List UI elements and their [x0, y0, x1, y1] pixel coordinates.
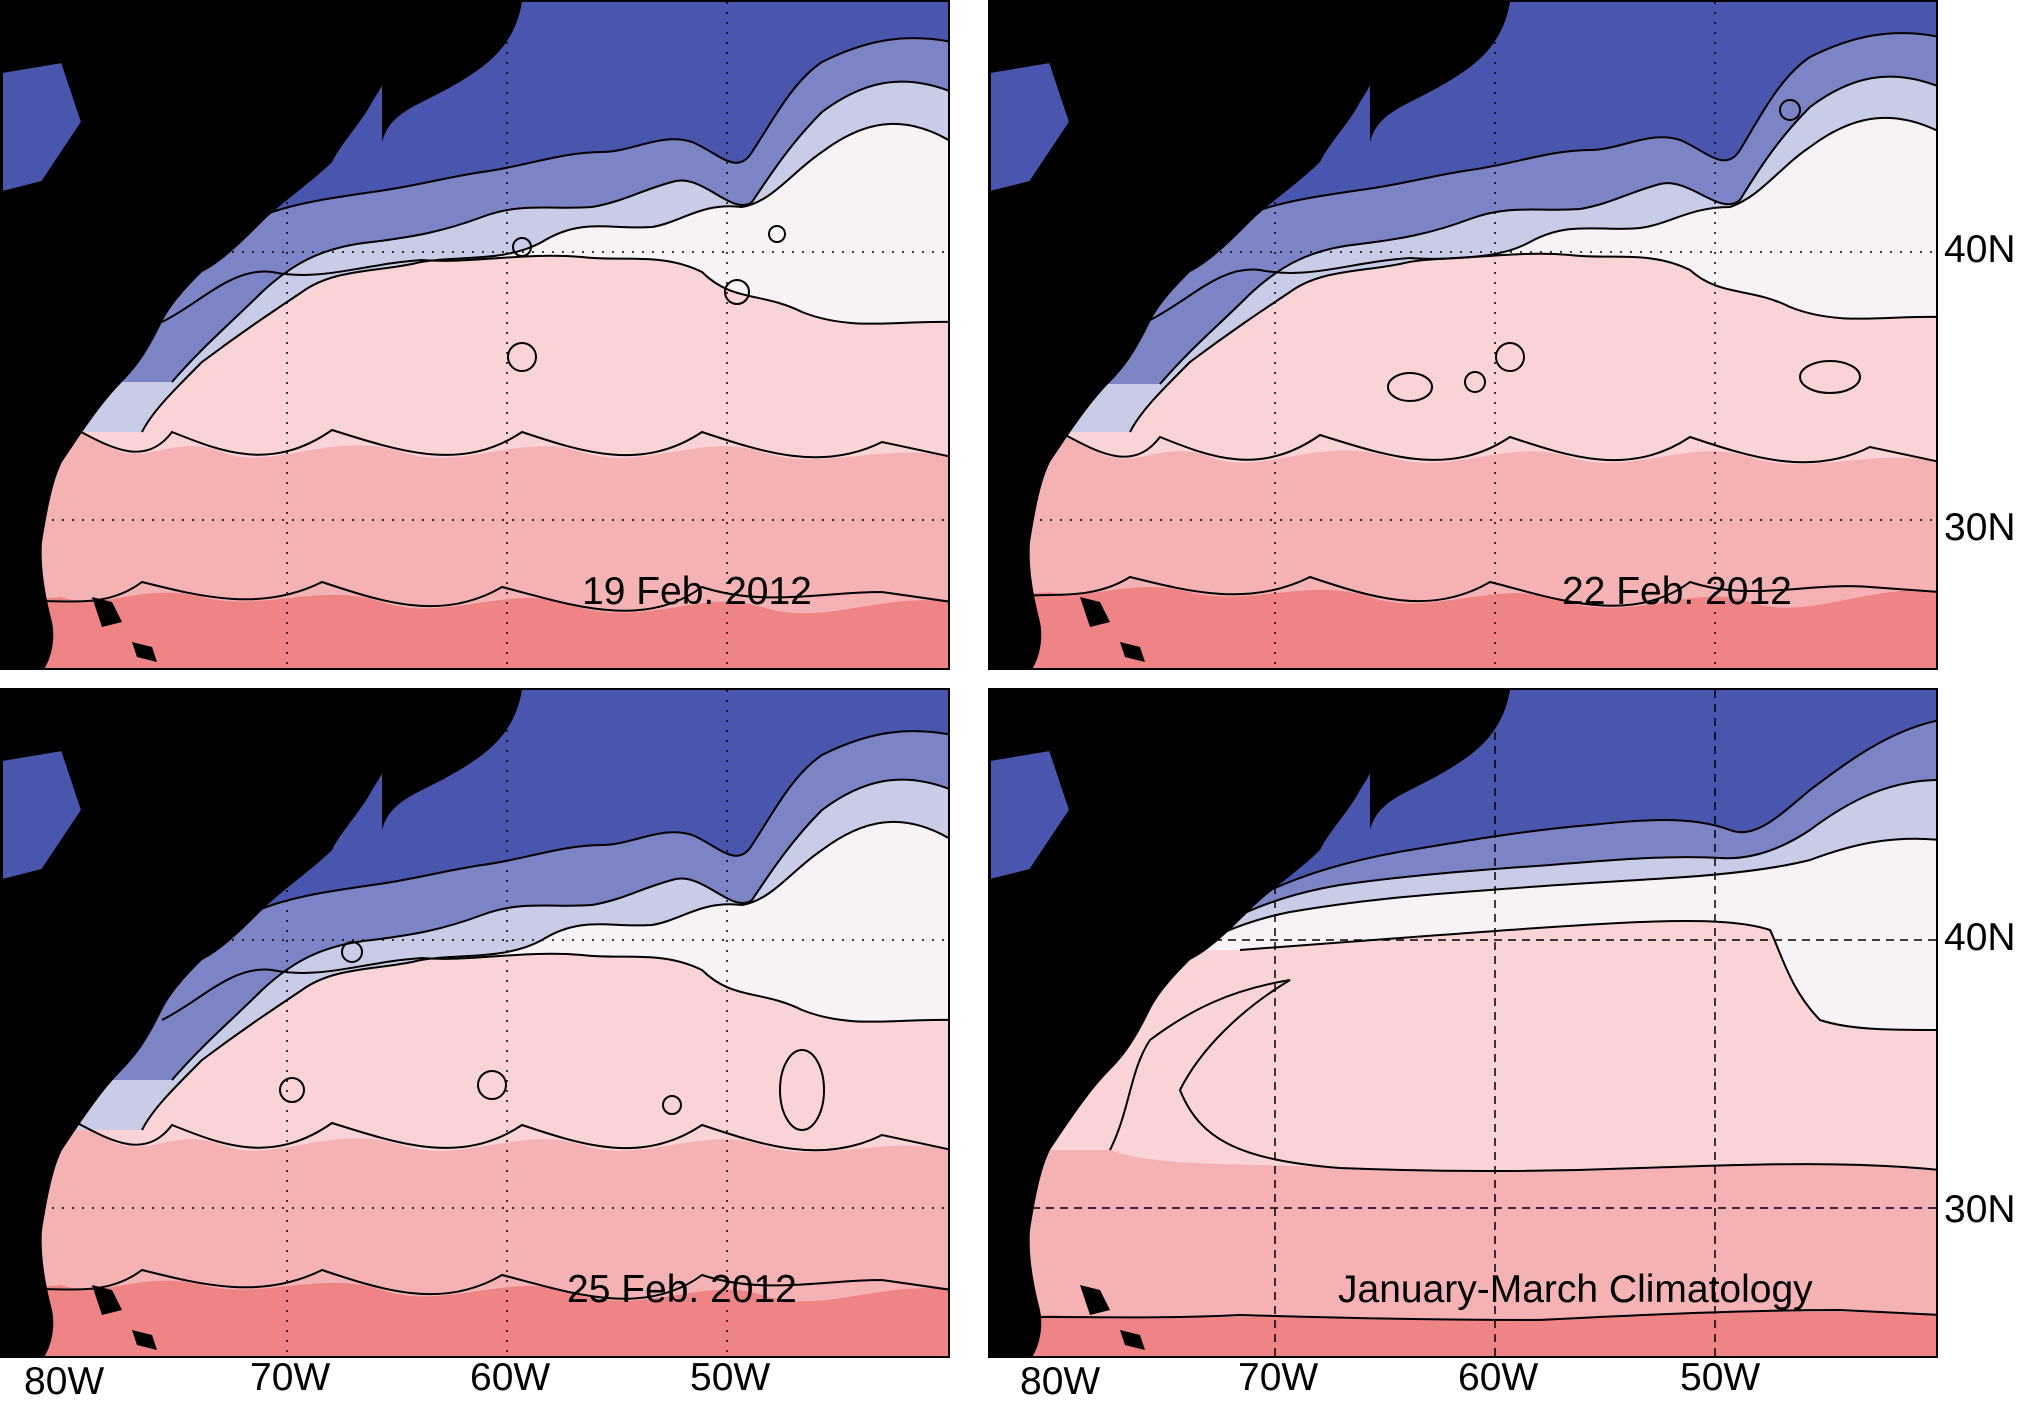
panel-19-feb-2012: 19 Feb. 2012 — [0, 0, 950, 670]
panel-climatology: January-March Climatology — [988, 688, 1938, 1358]
north-america-land — [990, 690, 1400, 1356]
bahamas-land — [1080, 597, 1145, 662]
contour-lines — [2, 730, 948, 1300]
sst-map-25-feb — [2, 690, 948, 1356]
lat-tick-40n-bottom: 40N — [1944, 916, 2016, 959]
canada-land — [1370, 2, 1510, 142]
north-america-land — [990, 2, 1400, 668]
canada-land — [1370, 690, 1510, 830]
panel-date-label: 25 Feb. 2012 — [567, 1268, 797, 1311]
panel-date-label: January-March Climatology — [1338, 1268, 1813, 1311]
bahamas-land — [1080, 1285, 1145, 1350]
lon-tick-70w-left: 70W — [250, 1356, 331, 1399]
bahamas-land — [92, 1285, 157, 1350]
bahamas-land — [92, 597, 157, 662]
contour-lines — [990, 719, 1936, 1322]
lon-tick-80w-right: 80W — [1020, 1360, 1101, 1403]
lon-tick-80w-left: 80W — [24, 1360, 105, 1403]
panel-date-label: 19 Feb. 2012 — [582, 570, 812, 613]
north-america-land — [2, 2, 412, 668]
lat-tick-40n-top: 40N — [1944, 228, 2016, 271]
lon-tick-50w-right: 50W — [1680, 1356, 1761, 1399]
canada-land — [382, 690, 522, 830]
panel-25-feb-2012: 25 Feb. 2012 — [0, 688, 950, 1358]
island-land — [2, 60, 84, 194]
contour-lines — [990, 32, 1936, 607]
island-land — [990, 748, 1072, 882]
sst-map-climatology — [990, 690, 1936, 1356]
lat-tick-30n-bottom: 30N — [1944, 1188, 2016, 1231]
contour-lines — [2, 37, 948, 612]
lon-tick-60w-left: 60W — [470, 1356, 551, 1399]
panel-22-feb-2012: 22 Feb. 2012 — [988, 0, 1938, 670]
panel-date-label: 22 Feb. 2012 — [1562, 570, 1792, 613]
canada-land — [382, 2, 522, 142]
island-land — [2, 748, 84, 882]
lon-tick-50w-left: 50W — [690, 1356, 771, 1399]
sst-map-19-feb — [2, 2, 948, 668]
island-land — [990, 60, 1072, 194]
lat-tick-30n-top: 30N — [1944, 506, 2016, 549]
sst-map-22-feb — [990, 2, 1936, 668]
north-america-land — [2, 690, 412, 1356]
lon-tick-60w-right: 60W — [1458, 1356, 1539, 1399]
lon-tick-70w-right: 70W — [1238, 1356, 1319, 1399]
